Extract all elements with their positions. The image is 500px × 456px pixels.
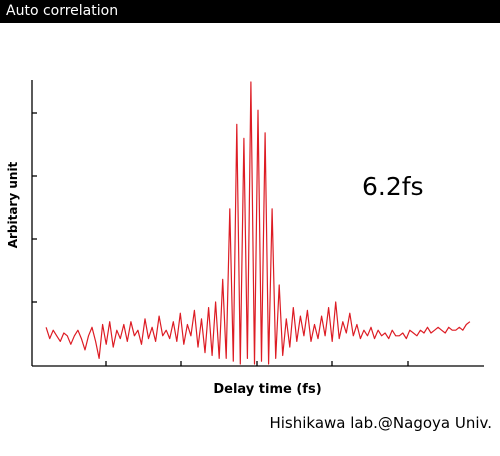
autocorrelation-signal-line	[45, 81, 471, 365]
y-axis-label: Arbitary unit	[6, 161, 20, 249]
pulse-width-annotation: 6.2fs	[362, 172, 424, 201]
y-axis-label-wrap: Arbitary unit	[3, 130, 23, 280]
chart-title: Auto correlation	[6, 3, 119, 19]
y-axis	[31, 80, 37, 366]
x-axis	[32, 361, 484, 367]
lab-credit: Hishikawa lab.@Nagoya Univ.	[269, 414, 492, 432]
x-axis-label: Delay time (fs)	[213, 382, 322, 397]
chart-title-bar: Auto correlation	[0, 0, 500, 23]
